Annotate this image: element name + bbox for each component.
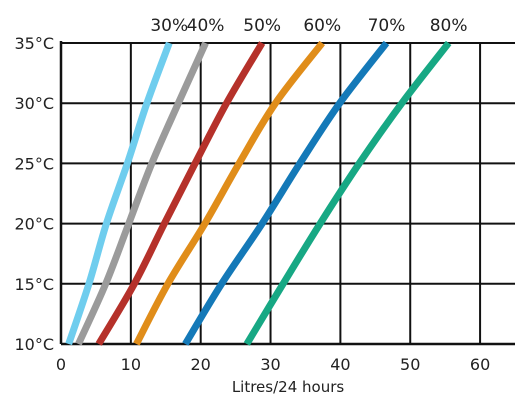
y-tick-label: 10°C (14, 335, 54, 354)
series-label: 30% (150, 16, 188, 36)
x-axis-label: Litres/24 hours (232, 378, 345, 396)
y-tick-labels: 10°C 15°C 20°C 25°C 30°C 35°C (14, 34, 54, 354)
series-lines (65, 40, 452, 346)
x-tick-labels: 0 10 20 30 40 50 60 (56, 355, 490, 374)
y-tick-label: 25°C (14, 154, 54, 173)
series-labels: 30%40% 50% 60% 70% 80% (150, 16, 467, 36)
series-line (133, 40, 325, 346)
x-tick-label: 30 (260, 355, 280, 374)
series-line (243, 40, 452, 346)
x-tick-label: 40 (330, 355, 350, 374)
series-line (65, 41, 173, 346)
series-label: 40% (187, 16, 225, 36)
y-tick-label: 15°C (14, 275, 54, 294)
y-tick-label: 35°C (14, 34, 54, 53)
series-line (95, 41, 266, 346)
series-label: 70% (368, 16, 406, 36)
series-line (75, 41, 209, 346)
x-tick-label: 60 (470, 355, 490, 374)
x-tick-label: 20 (191, 355, 211, 374)
series-line (182, 40, 390, 346)
series-label: 60% (303, 16, 341, 36)
series-label: 50% (243, 16, 281, 36)
series-label: 80% (430, 16, 468, 36)
y-tick-label: 30°C (14, 94, 54, 113)
x-tick-label: 10 (121, 355, 141, 374)
x-tick-label: 50 (400, 355, 420, 374)
y-tick-label: 20°C (14, 215, 54, 234)
x-tick-label: 0 (56, 355, 66, 374)
